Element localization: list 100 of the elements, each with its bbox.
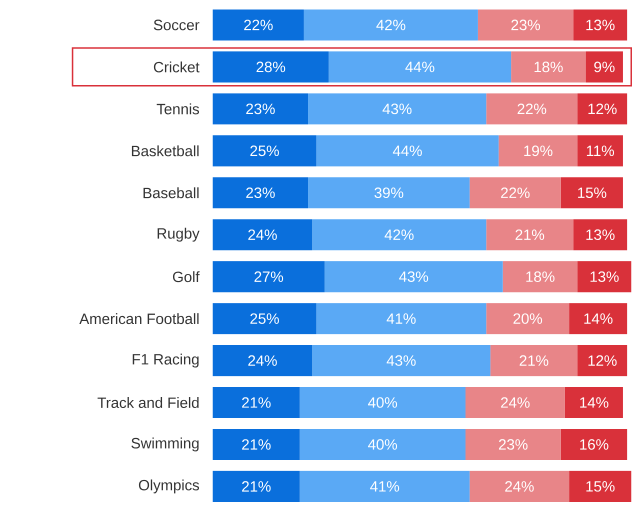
bar: [577, 260, 632, 292]
data-label: 40%: [368, 397, 398, 408]
y-tick-label: Olympics: [138, 479, 200, 494]
data-label: 21%: [242, 480, 271, 492]
data-label: 41%: [370, 481, 400, 492]
y-tick-label: Golf: [172, 271, 200, 282]
bar: [486, 93, 578, 124]
y-tick-label: Rugby: [158, 228, 200, 242]
data-label: 43%: [386, 355, 416, 366]
bar: [308, 93, 486, 124]
bar: [586, 51, 623, 82]
bar: [569, 470, 632, 502]
data-label: 21%: [242, 439, 271, 450]
bar: [212, 428, 300, 460]
data-label: 11%: [586, 145, 614, 156]
data-label: 16%: [580, 438, 608, 450]
data-label: 15%: [586, 480, 615, 492]
data-label: 43%: [399, 271, 428, 282]
data-label: 44%: [392, 145, 422, 156]
bar: [312, 219, 486, 250]
data-label: 24%: [505, 480, 534, 492]
bar: [502, 260, 578, 292]
bar: [324, 260, 503, 292]
bar: [308, 177, 470, 208]
bar: [486, 219, 574, 250]
bar: [212, 135, 316, 166]
data-label: 13%: [586, 229, 615, 240]
bar: [560, 177, 623, 208]
bar: [573, 9, 628, 40]
data-label: 18%: [534, 61, 563, 72]
data-label: 9%: [594, 61, 615, 72]
y-tick-label: Soccer: [154, 19, 200, 30]
y-tick-label: Cricket: [154, 61, 200, 72]
data-label: 13%: [586, 19, 615, 30]
data-label: 25%: [250, 313, 279, 324]
bar: [300, 428, 466, 460]
data-label: 25%: [250, 145, 279, 156]
bar: [577, 93, 628, 124]
data-label: 22%: [518, 103, 546, 114]
data-label: 20%: [513, 313, 542, 324]
bar: [573, 219, 628, 250]
data-label: 40%: [368, 438, 398, 450]
bar: [300, 386, 466, 418]
bar: [300, 470, 470, 502]
bar: [466, 428, 561, 460]
data-label: 24%: [501, 397, 530, 408]
data-label: 27%: [254, 271, 284, 282]
bar: [577, 135, 623, 166]
bar: [466, 386, 565, 418]
bar: [564, 386, 623, 418]
data-label: 22%: [501, 187, 530, 198]
bar: [212, 93, 308, 124]
data-label: 43%: [382, 103, 412, 114]
data-label: 21%: [242, 397, 271, 408]
y-tick-label: Swimming: [131, 437, 199, 452]
bar: [212, 302, 316, 334]
bar: [478, 9, 574, 40]
bar: [498, 135, 578, 166]
data-label: 21%: [516, 229, 544, 240]
data-label: 28%: [256, 61, 286, 72]
bar: [212, 219, 312, 250]
bar: [577, 344, 628, 376]
data-label: 41%: [386, 313, 416, 324]
data-label: 15%: [578, 187, 606, 198]
bar: [486, 302, 570, 334]
data-label: 23%: [498, 438, 528, 450]
data-label: 42%: [376, 20, 406, 30]
data-label: 14%: [580, 397, 608, 408]
data-label: 23%: [246, 103, 275, 114]
y-tick-label: F1 Racing: [132, 353, 199, 368]
bar: [212, 51, 329, 82]
data-label: 23%: [246, 187, 275, 198]
y-tick-label: Basketball: [132, 145, 199, 156]
data-label: 21%: [520, 355, 548, 366]
bar: [212, 470, 300, 502]
data-label: 22%: [244, 20, 273, 30]
bar: [212, 9, 304, 40]
bar: [470, 177, 561, 208]
bar: [560, 428, 628, 460]
data-label: 23%: [511, 19, 540, 30]
y-tick-label: Tennis: [156, 103, 200, 114]
data-label: 14%: [584, 313, 612, 324]
bar: [316, 135, 499, 166]
bar: [304, 9, 478, 40]
bar: [212, 177, 308, 208]
data-label: 42%: [384, 229, 414, 240]
data-label: 24%: [248, 229, 277, 240]
y-tick-label: Baseball: [144, 187, 199, 198]
bar: [212, 386, 300, 418]
y-tick-label: American Football: [79, 312, 199, 324]
bar: [511, 51, 586, 82]
data-label: 24%: [248, 355, 277, 366]
data-label: 13%: [590, 271, 619, 282]
data-label: 39%: [374, 187, 404, 198]
bar: [312, 344, 490, 376]
bar: [212, 344, 312, 376]
data-label: 12%: [588, 355, 617, 366]
data-label: 19%: [524, 145, 552, 156]
bar: [470, 470, 570, 502]
bar: [328, 51, 512, 82]
